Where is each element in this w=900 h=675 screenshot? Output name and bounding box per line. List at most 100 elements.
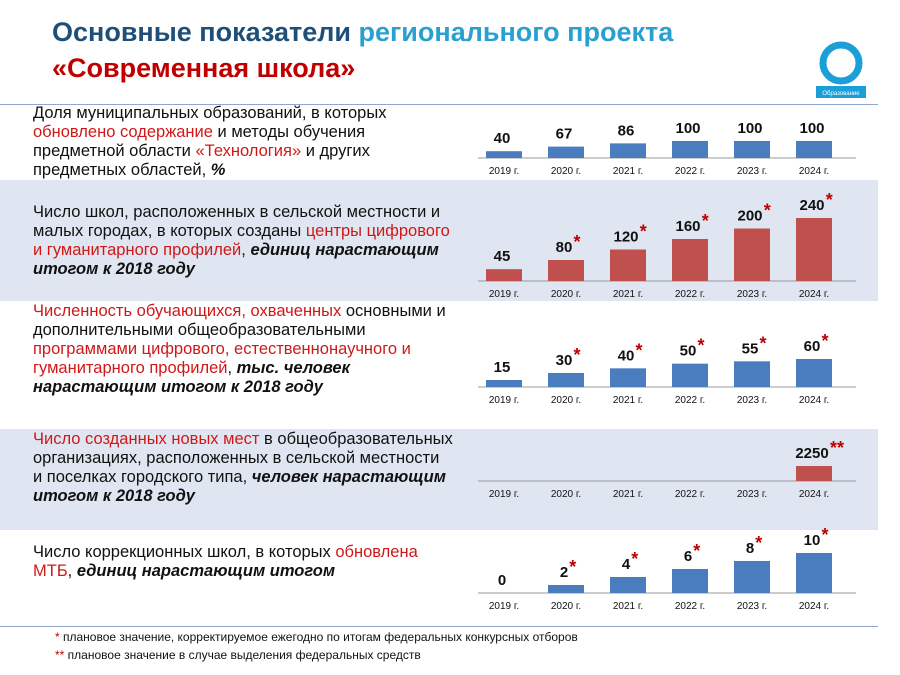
chart-1: 40 2019 г. 67 2020 г. 86 2021 г. 100 2022 г. 100… — [478, 106, 878, 186]
bar-value-label: 40 — [494, 130, 511, 147]
planned-value-mark: * — [574, 232, 581, 252]
bar-value-label: 100 — [675, 120, 700, 137]
x-tick-label: 2021 г. — [613, 601, 643, 612]
bar-value-label: 50 — [680, 343, 697, 360]
bar-value-label: 240 — [799, 197, 824, 214]
bar — [672, 363, 708, 387]
footnote-2: ** плановое значение в случае выделения … — [55, 648, 421, 662]
planned-value-mark: * — [636, 340, 643, 360]
bar — [734, 141, 770, 158]
title-part-3: «Современная школа» — [52, 53, 356, 83]
x-tick-label: 2024 г. — [799, 395, 829, 406]
indicator-3-description: Численность обучающихся, охваченных осно… — [33, 302, 446, 396]
bar-value-label: 45 — [494, 248, 511, 265]
bar — [796, 218, 832, 281]
x-tick-label: 2023 г. — [737, 395, 767, 406]
x-tick-label: 2024 г. — [799, 289, 829, 300]
x-tick-label: 2022 г. — [675, 489, 705, 500]
bar — [796, 359, 832, 387]
planned-value-mark: * — [693, 541, 700, 561]
bar-value-label: 10 — [804, 532, 821, 549]
bar — [548, 585, 584, 593]
bar — [610, 249, 646, 281]
planned-value-mark: * — [760, 333, 767, 353]
bar-value-label: 60 — [804, 338, 821, 355]
x-tick-label: 2020 г. — [551, 601, 581, 612]
x-tick-label: 2022 г. — [675, 395, 705, 406]
indicator-2-description: Число школ, расположенных в сельской мес… — [33, 203, 450, 278]
bar — [548, 146, 584, 158]
logo-bar — [816, 86, 866, 98]
footnote-1: * плановое значение, корректируемое ежег… — [55, 630, 578, 644]
planned-value-mark: * — [822, 525, 829, 545]
x-tick-label: 2019 г. — [489, 166, 519, 177]
logo-ring-icon — [819, 41, 863, 85]
x-tick-label: 2020 г. — [551, 489, 581, 500]
bar-value-label: 6 — [684, 548, 692, 565]
bar-value-label: 160 — [675, 218, 700, 235]
chart-5: 0 2019 г. 2 * 2020 г. 4 * 2021 г. 6 * 2022 г. 8 * 202… — [478, 523, 878, 623]
x-tick-label: 2023 г. — [737, 289, 767, 300]
x-tick-label: 2020 г. — [551, 395, 581, 406]
bar — [734, 561, 770, 593]
x-tick-label: 2019 г. — [489, 601, 519, 612]
planned-value-mark: * — [640, 222, 647, 242]
x-tick-label: 2023 г. — [737, 489, 767, 500]
x-tick-label: 2023 г. — [737, 166, 767, 177]
indicator-5-description: Число коррекционных школ, в которых обно… — [33, 543, 418, 580]
bar-value-label: 120 — [613, 229, 638, 246]
planned-value-mark: * — [702, 211, 709, 231]
bar — [486, 269, 522, 281]
planned-value-mark: * — [826, 190, 833, 210]
x-tick-label: 2022 г. — [675, 289, 705, 300]
bar-value-label: 100 — [799, 120, 824, 137]
title-part-1: Основные показатели — [52, 17, 359, 47]
indicator-4-description: Число созданных новых мест в общеобразов… — [33, 430, 453, 505]
x-tick-label: 2019 г. — [489, 395, 519, 406]
bar-value-label: 15 — [494, 359, 511, 376]
x-tick-label: 2020 г. — [551, 289, 581, 300]
row-band-1 — [0, 104, 878, 181]
bar — [672, 239, 708, 281]
bar-value-label: 30 — [556, 352, 573, 369]
bar-value-label: 200 — [737, 208, 762, 225]
planned-value-mark: ** — [830, 438, 844, 458]
x-tick-label: 2021 г. — [613, 166, 643, 177]
x-tick-label: 2021 г. — [613, 395, 643, 406]
x-tick-label: 2021 г. — [613, 289, 643, 300]
bar-value-label: 100 — [737, 120, 762, 137]
education-logo: Образование — [816, 40, 866, 102]
x-tick-label: 2019 г. — [489, 289, 519, 300]
x-tick-label: 2023 г. — [737, 601, 767, 612]
x-tick-label: 2022 г. — [675, 601, 705, 612]
bar-value-label: 40 — [618, 347, 635, 364]
chart-2: 45 2019 г. 80 * 2020 г. 120 * 2021 г. 160 * 2022 г… — [478, 182, 878, 302]
bar — [796, 466, 832, 481]
planned-value-mark: * — [764, 201, 771, 221]
page-title: Основные показатели регионального проект… — [52, 14, 673, 86]
planned-value-mark: * — [569, 557, 576, 577]
chart-3: 15 2019 г. 30 * 2020 г. 40 * 2021 г. 50 * 2022 г. 5… — [478, 303, 878, 418]
bar-value-label: 0 — [498, 572, 506, 589]
bar — [734, 361, 770, 387]
x-tick-label: 2021 г. — [613, 489, 643, 500]
planned-value-mark: * — [698, 336, 705, 356]
bar — [672, 141, 708, 158]
bar-value-label: 2 — [560, 564, 568, 581]
indicator-1-description: Доля муниципальных образований, в которы… — [33, 104, 387, 179]
x-tick-label: 2020 г. — [551, 166, 581, 177]
bar-value-label: 8 — [746, 540, 754, 557]
bar — [672, 569, 708, 593]
logo-label: Образование — [822, 91, 860, 97]
bar — [796, 553, 832, 593]
x-tick-label: 2022 г. — [675, 166, 705, 177]
planned-value-mark: * — [822, 331, 829, 351]
chart-4: 2019 г. 2020 г. 2021 г. 2022 г. 2023 г. 2250 *… — [478, 431, 878, 511]
bar-value-label: 4 — [622, 556, 631, 573]
planned-value-mark: * — [755, 533, 762, 553]
planned-value-mark: * — [631, 549, 638, 569]
bar — [610, 577, 646, 593]
bar — [548, 260, 584, 281]
x-tick-label: 2024 г. — [799, 166, 829, 177]
bar — [486, 151, 522, 158]
